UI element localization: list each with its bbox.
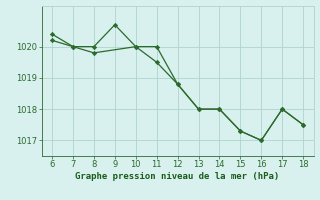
X-axis label: Graphe pression niveau de la mer (hPa): Graphe pression niveau de la mer (hPa) xyxy=(76,172,280,181)
